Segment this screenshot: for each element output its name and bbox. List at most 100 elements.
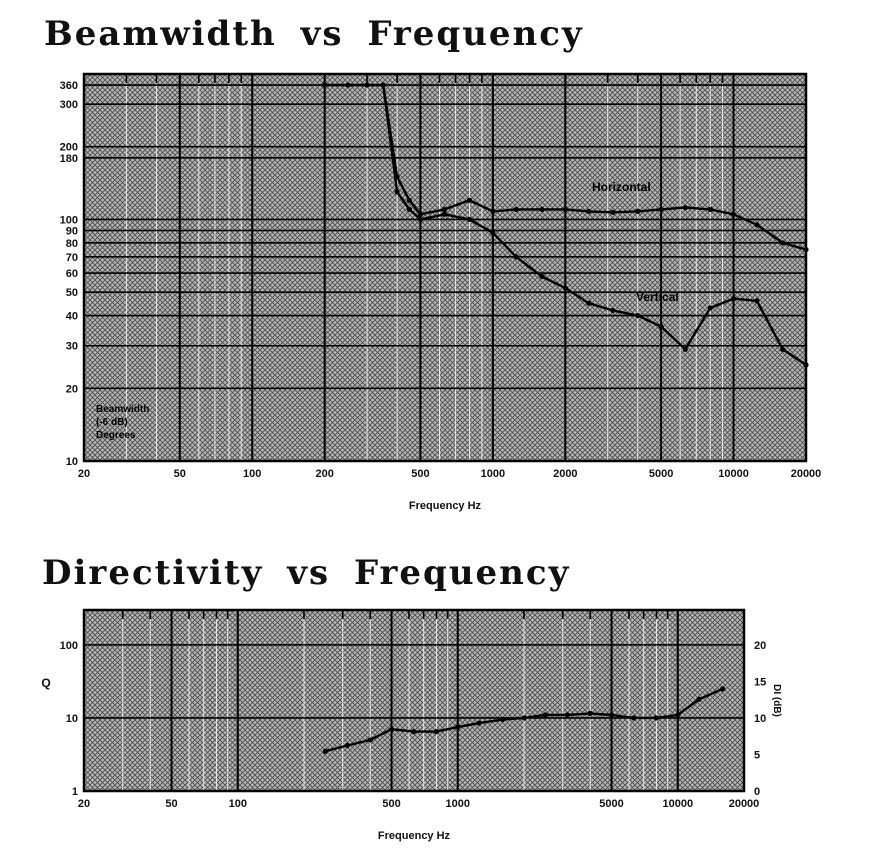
data-point — [441, 211, 448, 217]
data-point — [542, 712, 548, 718]
x-tick-label: 20000 — [729, 798, 760, 810]
series-name-horizontal: Horizontal — [592, 180, 651, 194]
data-point — [587, 710, 593, 717]
data-point — [539, 206, 545, 213]
data-point — [513, 206, 519, 213]
data-point — [682, 346, 688, 352]
axis-note-line: (-6 dB) — [96, 417, 128, 428]
data-point — [322, 82, 328, 88]
x-axis-label: Frequency Hz — [378, 830, 451, 842]
x-axis-label: Frequency Hz — [409, 500, 482, 512]
axis-note-line: Degrees — [96, 430, 136, 441]
data-point — [696, 696, 702, 702]
data-point — [803, 362, 809, 368]
x-tick-label: 100 — [243, 468, 261, 480]
data-point — [345, 82, 351, 88]
data-point — [780, 240, 786, 246]
data-point — [539, 273, 545, 280]
data-point — [803, 247, 809, 253]
plot-frame — [82, 608, 746, 793]
data-point — [707, 305, 713, 311]
data-point — [675, 712, 681, 718]
y-tick-label: 100 — [60, 640, 78, 652]
y-tick-label: 10 — [66, 713, 78, 725]
x-tick-label: 5000 — [599, 798, 623, 810]
plot-area — [84, 610, 744, 791]
y-tick-label: 1 — [72, 786, 78, 798]
x-tick-label: 500 — [382, 798, 400, 810]
x-tick-label: 2000 — [553, 468, 577, 480]
data-point — [564, 712, 571, 718]
data-point — [344, 742, 351, 749]
data-point — [466, 197, 473, 203]
data-point — [406, 206, 413, 213]
data-point — [635, 208, 641, 214]
data-point — [521, 715, 527, 721]
data-point — [394, 189, 400, 195]
data-point — [490, 230, 496, 236]
data-point — [466, 216, 473, 223]
data-point — [411, 729, 417, 735]
data-point — [417, 211, 424, 217]
plot-frame — [82, 72, 808, 463]
y-tick-label: 40 — [66, 311, 78, 323]
data-point — [730, 296, 737, 302]
y-tick-label: 180 — [60, 153, 78, 165]
y-tick-label: 50 — [66, 287, 78, 299]
data-point — [707, 206, 713, 213]
data-point — [476, 720, 482, 726]
beamwidth-title: Beamwidth vs Frequency — [44, 14, 584, 54]
data-point — [562, 206, 568, 213]
x-tick-label: 200 — [315, 468, 333, 480]
y-tick-label: 20 — [66, 383, 78, 395]
data-point — [730, 211, 737, 217]
data-point — [720, 686, 726, 692]
data-point — [441, 206, 448, 213]
data-point — [364, 82, 370, 88]
data-point — [388, 726, 395, 732]
y-tick-label: 10 — [66, 456, 78, 468]
x-tick-label: 50 — [174, 468, 186, 480]
data-point — [406, 197, 413, 203]
x-tick-label: 50 — [165, 798, 177, 810]
data-point — [754, 222, 760, 228]
data-point — [322, 748, 328, 754]
y-tick-label: 300 — [60, 99, 78, 111]
x-tick-label: 20 — [78, 798, 90, 810]
y-axis-label: Q — [41, 676, 50, 690]
y-tick-label: 80 — [66, 238, 78, 250]
x-tick-label: 1000 — [446, 798, 470, 810]
data-point — [653, 715, 660, 721]
right-tick-label: 5 — [754, 749, 760, 761]
x-tick-label: 10000 — [718, 468, 749, 480]
data-point — [562, 285, 568, 291]
directivity-title: Directivity vs Frequency — [42, 553, 571, 593]
axis-note-line: Beamwidth — [96, 404, 149, 415]
data-point — [610, 307, 616, 314]
x-tick-label: 20 — [78, 468, 90, 480]
data-point — [417, 216, 424, 223]
data-point — [780, 346, 786, 352]
right-tick-label: 0 — [754, 786, 760, 798]
right-tick-label: 20 — [754, 640, 766, 652]
data-point — [658, 324, 664, 330]
data-point — [608, 712, 615, 718]
series-name-vertical: Vertical — [636, 290, 679, 304]
x-tick-label: 100 — [229, 798, 247, 810]
data-point — [500, 716, 506, 723]
x-tick-label: 20000 — [791, 468, 822, 480]
plot-area — [84, 74, 806, 461]
y-tick-label: 200 — [60, 142, 78, 154]
data-point — [754, 298, 760, 304]
data-point — [586, 208, 592, 214]
x-tick-label: 1000 — [481, 468, 505, 480]
right-tick-label: 10 — [754, 713, 766, 725]
data-point — [380, 82, 386, 88]
data-point — [631, 715, 637, 721]
right-tick-label: 15 — [754, 676, 766, 688]
data-point — [367, 737, 373, 743]
x-tick-label: 10000 — [662, 798, 693, 810]
data-point — [490, 208, 496, 214]
